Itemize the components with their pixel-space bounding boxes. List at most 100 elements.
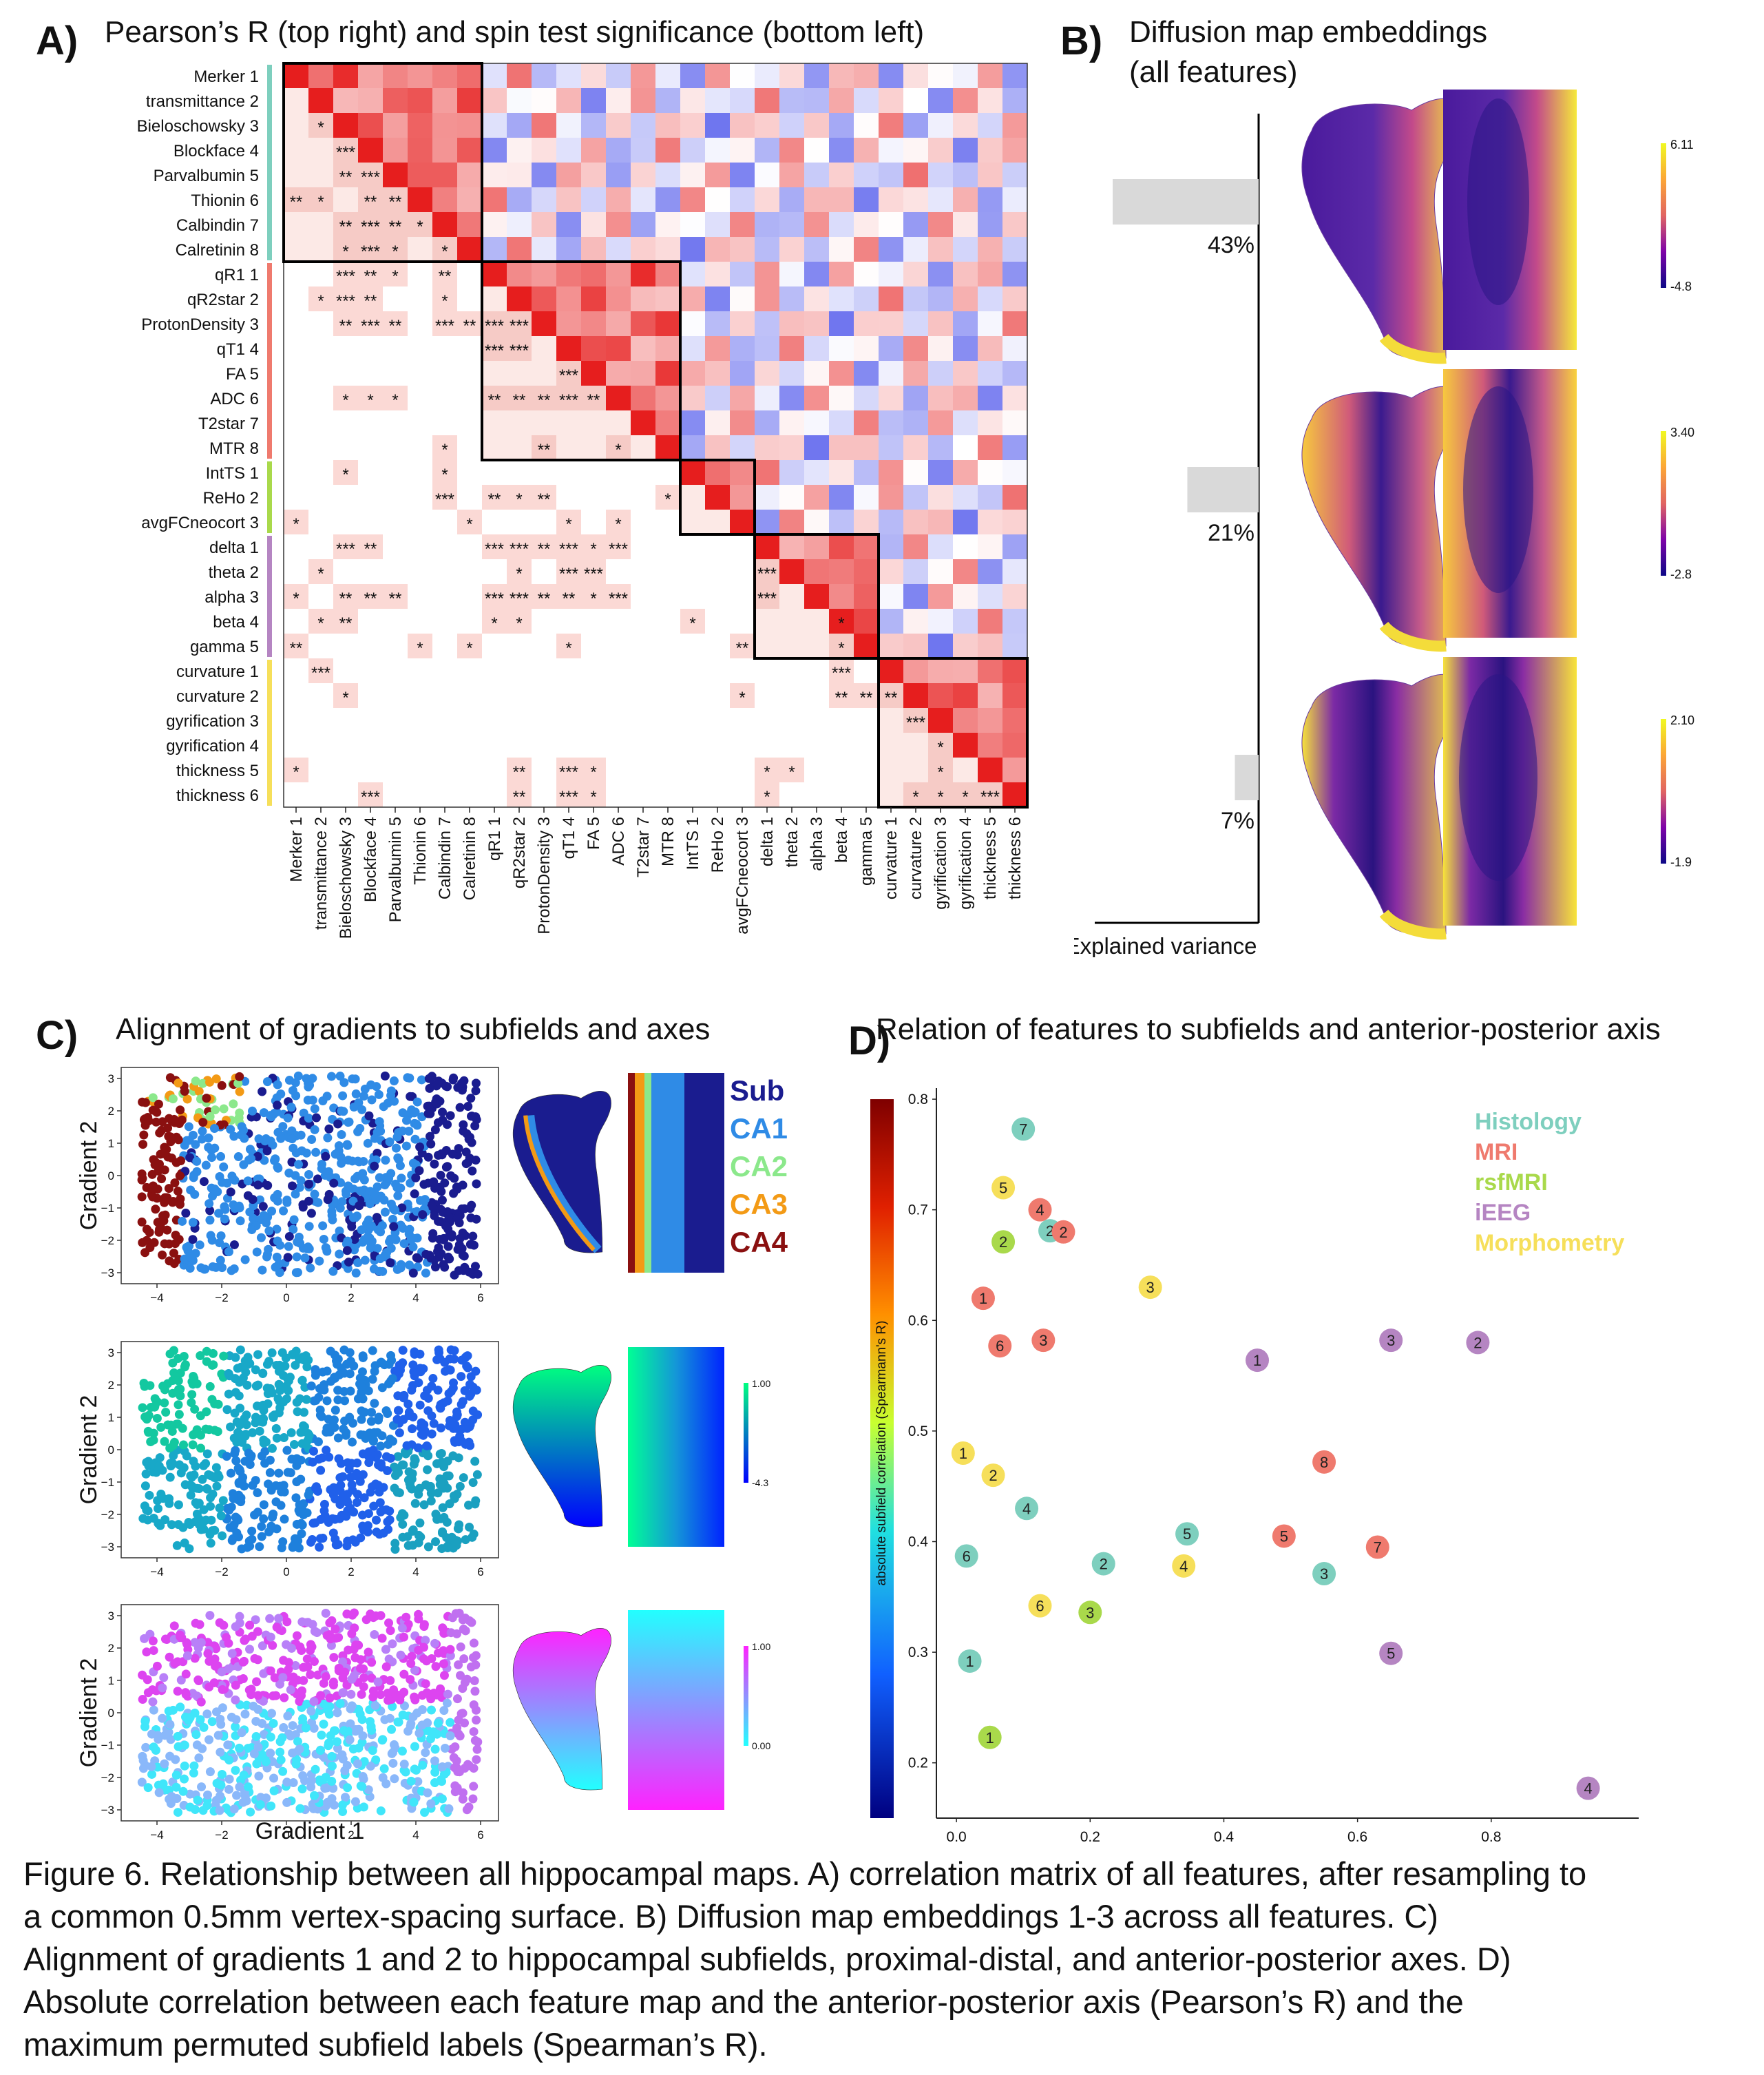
scatter-dot xyxy=(397,1746,407,1756)
scatter-dot xyxy=(179,1440,189,1450)
matrix-cell xyxy=(408,534,433,560)
scatter-dot xyxy=(212,1481,222,1491)
scatter-dot xyxy=(308,1457,317,1467)
scatter-dot xyxy=(374,1460,384,1470)
scatter-dot xyxy=(239,1771,249,1780)
scatter-dot xyxy=(138,1514,148,1523)
y-tick-label: 0.4 xyxy=(908,1534,929,1550)
matrix-cell xyxy=(655,485,681,510)
point-marker xyxy=(1011,1117,1036,1141)
scatter-dot xyxy=(273,1236,282,1246)
matrix-cell xyxy=(408,63,433,89)
matrix-cell xyxy=(978,113,1003,138)
scatter-dot xyxy=(279,1432,288,1442)
matrix-cell xyxy=(829,460,854,486)
matrix-cell xyxy=(556,609,582,634)
scatter-dot xyxy=(209,1678,219,1687)
x-tick-label: 2 xyxy=(348,1291,354,1304)
matrix-cell xyxy=(408,187,433,213)
scatter-dot xyxy=(295,1804,305,1813)
scatter-dot xyxy=(364,1452,374,1461)
row-label: Calbindin 7 xyxy=(176,216,259,235)
scatter-dot xyxy=(192,1156,202,1166)
matrix-cell xyxy=(680,758,706,783)
matrix-cell xyxy=(507,187,532,213)
matrix-cell xyxy=(432,163,458,188)
matrix-cell xyxy=(333,163,359,188)
matrix-cell xyxy=(606,63,631,89)
matrix-cell xyxy=(482,113,507,138)
matrix-cell xyxy=(680,435,706,461)
scatter-dot xyxy=(376,1126,386,1136)
scatter-dot xyxy=(258,1202,268,1211)
scatter-dot xyxy=(350,1074,360,1084)
scatter-dot xyxy=(192,1500,202,1510)
colorbar-min: -2.8 xyxy=(1670,567,1692,581)
matrix-cell xyxy=(655,138,681,163)
scatter-dot xyxy=(391,1235,401,1244)
matrix-cell xyxy=(879,782,904,808)
scatter-dot xyxy=(472,1755,481,1764)
significance-star: *** xyxy=(336,540,355,559)
scatter-dot xyxy=(379,1764,389,1773)
matrix-cell xyxy=(655,386,681,411)
matrix-cell xyxy=(779,658,805,684)
matrix-cell xyxy=(655,733,681,758)
scatter-dot xyxy=(463,1101,473,1111)
scatter-dot xyxy=(395,1365,405,1375)
matrix-cell xyxy=(581,336,607,362)
matrix-cell xyxy=(779,163,805,188)
matrix-cell xyxy=(581,138,607,163)
matrix-cell xyxy=(680,113,706,138)
row-label: gyrification 4 xyxy=(166,737,259,755)
scatter-dot xyxy=(178,1216,187,1226)
scatter-dot xyxy=(238,1373,248,1383)
scatter-dot xyxy=(197,1782,207,1792)
scatter-dot xyxy=(370,1428,379,1437)
column-label: beta 4 xyxy=(832,817,851,863)
scatter-dot xyxy=(178,1424,187,1433)
matrix-cell xyxy=(606,237,631,262)
matrix-cell xyxy=(308,311,334,337)
matrix-cell xyxy=(680,782,706,808)
scatter-dot xyxy=(425,1132,434,1141)
scatter-dot xyxy=(142,1505,151,1515)
scatter-dot xyxy=(235,1345,245,1355)
matrix-cell xyxy=(581,187,607,213)
scatter-dot xyxy=(250,1510,260,1520)
matrix-cell xyxy=(1002,138,1028,163)
matrix-cell xyxy=(333,782,359,808)
column-label: gamma 5 xyxy=(857,817,876,886)
scatter-dot xyxy=(357,1381,366,1391)
matrix-cell xyxy=(879,113,904,138)
matrix-cell xyxy=(779,634,805,659)
matrix-cell xyxy=(730,460,755,486)
scatter-dot xyxy=(280,1693,289,1702)
row-label: Calretinin 8 xyxy=(176,241,259,260)
scatter-dot xyxy=(264,1226,274,1235)
row-label: thickness 6 xyxy=(176,786,259,805)
matrix-cell xyxy=(383,733,408,758)
scatter-dot xyxy=(204,1735,214,1744)
scatter-dot xyxy=(415,1349,425,1359)
scatter-dot xyxy=(245,1145,255,1154)
significance-star: ** xyxy=(563,590,576,608)
matrix-cell xyxy=(730,237,755,262)
scatter-dot xyxy=(229,1132,239,1141)
scatter-dot xyxy=(168,1388,178,1398)
matrix-cell xyxy=(680,510,706,535)
scatter-dot xyxy=(364,1509,373,1519)
scatter-dot xyxy=(258,1087,267,1096)
matrix-cell xyxy=(879,634,904,659)
scatter-dot xyxy=(257,1522,266,1532)
matrix-cell xyxy=(383,187,408,213)
scatter-dot xyxy=(191,1461,200,1471)
scatter-dot xyxy=(395,1428,404,1437)
scatter-dot xyxy=(427,1429,437,1439)
matrix-cell xyxy=(631,485,656,510)
scatter-dot xyxy=(202,1483,211,1493)
scatter-dot xyxy=(165,1349,175,1359)
scatter-dot xyxy=(185,1544,194,1554)
matrix-cell xyxy=(556,559,582,585)
matrix-cell xyxy=(978,386,1003,411)
